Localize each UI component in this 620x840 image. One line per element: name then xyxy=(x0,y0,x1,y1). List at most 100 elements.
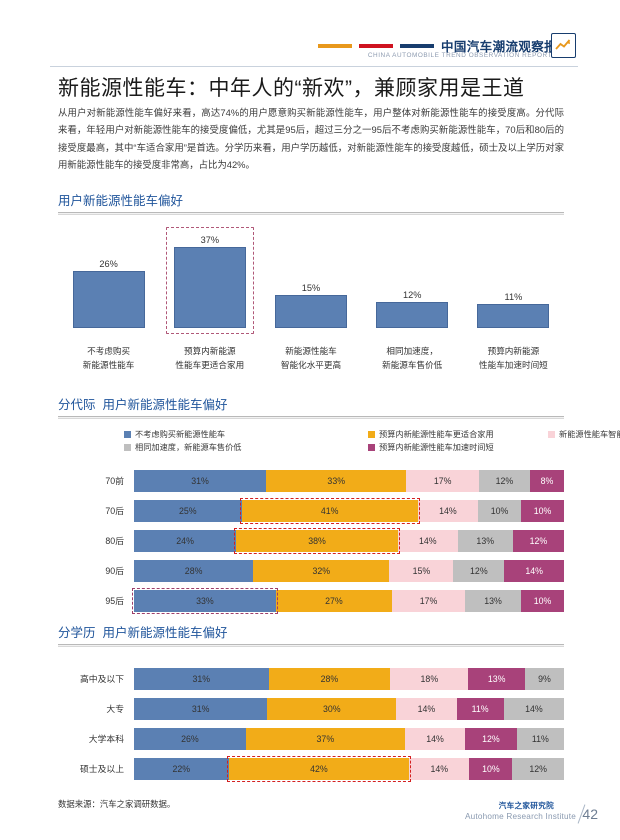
page-number: 42 xyxy=(582,806,598,822)
stacked-bar-row: 70后 25% 41% 14% 10% 10% xyxy=(58,498,564,524)
stacked-bar-segment: 13% xyxy=(457,530,513,552)
segment-value-label: 17% xyxy=(419,596,438,606)
segment-value-label: 27% xyxy=(325,596,343,606)
segment-value-label: 24% xyxy=(176,536,194,546)
segment-value-label: 28% xyxy=(320,674,339,684)
bar-rect xyxy=(173,247,246,328)
page-lede: 从用户对新能源性能车偏好来看，高达74%的用户愿意购买新能源性能车，用户整体对新… xyxy=(58,107,564,171)
legend-label: 相同加速度，新能源车售价低 xyxy=(135,443,242,452)
legend-label: 预算内新能源性能车加速时间短 xyxy=(379,443,494,452)
stacked-bar-segment: 12% xyxy=(465,728,517,750)
stacked-bar-segment: 42% xyxy=(226,756,412,782)
chart-by-education: 高中及以下 31% 28% 18% 13% 9% 大专 31% 30% 14% 11% 14% 大学本科… xyxy=(58,668,564,788)
row-category-label: 高中及以下 xyxy=(80,674,124,684)
bar-column: 15% xyxy=(275,279,347,328)
section-2-rule xyxy=(58,416,564,419)
bar-column: 26% xyxy=(72,255,145,328)
segment-value-label: 30% xyxy=(322,704,341,714)
stacked-bar-track: 31% 30% 14% 11% 14% xyxy=(134,698,564,720)
stacked-bar-row: 95后 33% 27% 17% 13% 10% xyxy=(58,588,564,614)
stacked-bar-track: 22% 42% 14% 10% 12% xyxy=(134,756,564,782)
legend-item: 不考虑购买新能源性能车 xyxy=(124,428,225,440)
stacked-bar-segment: 13% xyxy=(465,590,521,612)
stacked-bar-segment: 14% xyxy=(396,698,457,720)
row-category-label: 硕士及以上 xyxy=(80,764,124,774)
stacked-bar-segment: 12% xyxy=(453,560,505,582)
row-category-label: 90后 xyxy=(105,566,124,576)
header-rule-red xyxy=(358,43,393,48)
stacked-bar-segment: 14% xyxy=(397,530,458,552)
stacked-bar-segment: 10% xyxy=(478,500,521,522)
stacked-bar-segment: 15% xyxy=(389,560,454,582)
stacked-bar-segment: 13% xyxy=(468,668,525,690)
stacked-bar-segment: 17% xyxy=(392,590,466,612)
legend-swatch xyxy=(548,430,555,438)
segment-value-label: 26% xyxy=(181,734,199,744)
header-rule-navy xyxy=(399,43,434,48)
stacked-bar-row: 80后 24% 38% 14% 13% 12% xyxy=(58,528,564,554)
stacked-bar-track: 33% 27% 17% 13% 10% xyxy=(132,588,564,614)
legend-item: 预算内新能源性能车更适合家用 xyxy=(368,428,494,440)
highlight-box xyxy=(165,227,254,334)
stacked-bar-segment: 10% xyxy=(469,758,513,780)
stacked-bar-segment: 8% xyxy=(529,470,565,492)
legend-label: 预算内新能源性能车更适合家用 xyxy=(379,430,494,439)
header-title-en: CHINA AUTOMOBILE TREND OBSERVATION REPOR… xyxy=(367,52,552,59)
bar-value-label: 26% xyxy=(99,259,118,269)
legend-label: 不考虑购买新能源性能车 xyxy=(135,430,226,439)
segment-value-label: 14% xyxy=(426,734,444,744)
stacked-bar-segment: 31% xyxy=(134,470,266,492)
segment-value-label: 22% xyxy=(172,764,191,774)
page-header: 中国汽车潮流观察报告 CHINA AUTOMOBILE TREND OBSERV… xyxy=(0,0,620,68)
segment-value-label: 38% xyxy=(308,536,326,546)
bar-value-label: 15% xyxy=(301,283,321,293)
stacked-bar-track: 24% 38% 14% 13% 12% xyxy=(134,528,564,554)
segment-value-label: 10% xyxy=(482,764,500,774)
segment-value-label: 41% xyxy=(320,506,339,516)
legend-item: 相同加速度，新能源车售价低 xyxy=(124,441,241,453)
legend-swatch xyxy=(368,443,375,451)
segment-value-label: 13% xyxy=(476,536,495,546)
bar-column: 11% xyxy=(477,288,550,328)
stacked-bar-row: 硕士及以上 22% 42% 14% 10% 12% xyxy=(58,756,564,782)
segment-value-label: 12% xyxy=(495,476,514,486)
segment-value-label: 31% xyxy=(191,476,209,486)
footer-brand-cn: 汽车之家研究院 xyxy=(498,801,554,810)
stacked-bar-track: 31% 28% 18% 13% 9% xyxy=(134,668,564,690)
bar-category-label: 不考虑购买 新能源性能车 xyxy=(82,346,135,370)
header-rule-orange xyxy=(317,43,352,48)
segment-value-label: 37% xyxy=(316,734,335,744)
legend-item: 预算内新能源性能车加速时间短 xyxy=(368,441,494,453)
chart-user-preference: 26% 不考虑购买 新能源性能车 37% 预算内新能源 性能车更适合家用 15% 新能源性能车… xyxy=(58,227,564,374)
segment-value-label: 8% xyxy=(540,476,554,486)
stacked-bar-segment: 28% xyxy=(134,560,254,582)
stacked-bar-segment: 33% xyxy=(132,588,278,614)
stacked-bar-segment: 22% xyxy=(134,758,229,780)
stacked-bar-segment: 24% xyxy=(134,530,237,552)
stacked-bar-row: 90后 28% 32% 15% 12% 14% xyxy=(58,560,564,582)
stacked-bar-segment: 30% xyxy=(267,698,397,720)
segment-value-label: 14% xyxy=(417,704,436,714)
section-3-prefix: 分学历 xyxy=(58,626,96,640)
stacked-bar-row: 70前 31% 33% 17% 12% 8% xyxy=(58,470,565,492)
segment-value-label: 10% xyxy=(533,506,552,516)
segment-value-label: 42% xyxy=(310,764,328,774)
segment-value-label: 31% xyxy=(191,704,210,714)
segment-value-label: 11% xyxy=(531,734,549,744)
bar-category-label: 预算内新能源 性能车更适合家用 xyxy=(175,346,245,370)
segment-value-label: 10% xyxy=(490,506,509,516)
bar-value-label: 12% xyxy=(402,290,422,300)
stacked-bar-segment: 41% xyxy=(239,498,420,524)
section-3-title: 用户新能源性能车偏好 xyxy=(102,626,228,640)
stacked-bar-segment: 38% xyxy=(234,528,400,554)
bar-column: 37% xyxy=(173,231,246,328)
segment-value-label: 9% xyxy=(538,674,551,684)
chart-legend: 不考虑购买新能源性能车 预算内新能源性能车更适合家用 新能源性能车智能化水平更高相同… xyxy=(58,428,620,458)
segment-value-label: 12% xyxy=(482,734,500,744)
stacked-bar-segment: 10% xyxy=(521,590,564,612)
segment-value-label: 10% xyxy=(533,596,552,606)
segment-value-label: 32% xyxy=(312,566,331,576)
